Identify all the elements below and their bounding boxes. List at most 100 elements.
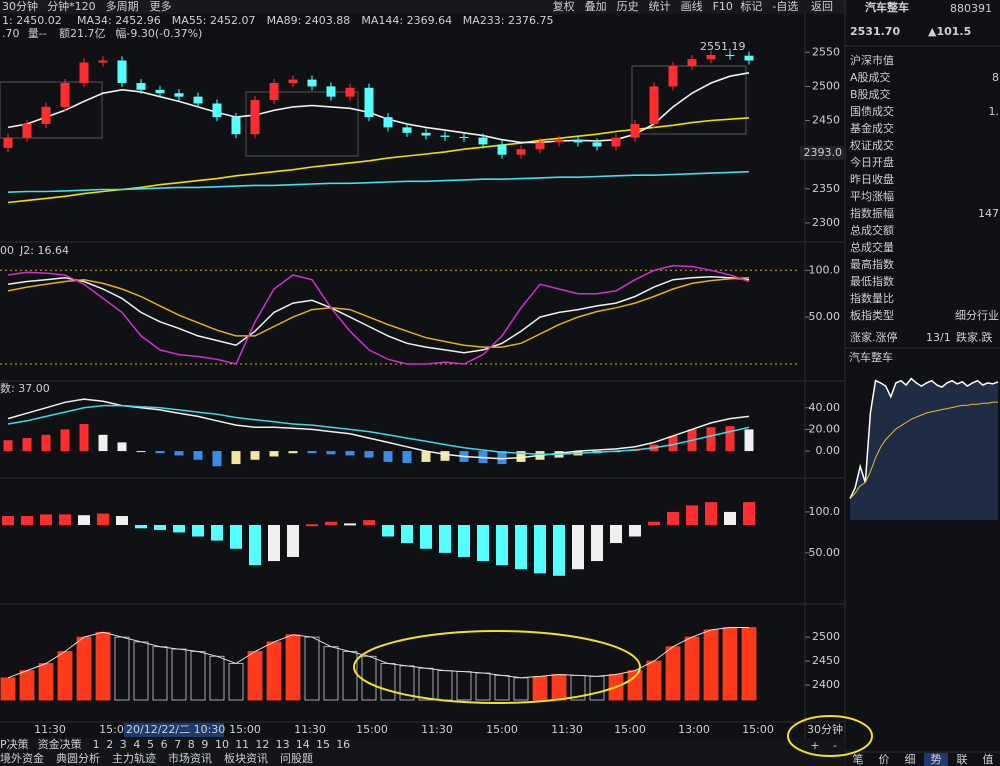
bar bbox=[610, 525, 622, 544]
macd-bar bbox=[269, 451, 279, 457]
tab[interactable]: 16 bbox=[336, 738, 350, 751]
candle-body bbox=[478, 137, 488, 145]
toolbar-button[interactable]: 历史 bbox=[617, 0, 639, 13]
candle-body bbox=[41, 106, 51, 124]
tab[interactable]: 资金决策 bbox=[38, 737, 82, 751]
bar bbox=[684, 636, 700, 701]
tab[interactable]: 7 bbox=[174, 738, 181, 751]
toolbar-button[interactable]: -自选 bbox=[772, 0, 798, 13]
panel-label: 权证成交 bbox=[850, 138, 894, 152]
tab[interactable]: 8 bbox=[188, 738, 195, 751]
bar bbox=[285, 634, 301, 701]
tab[interactable]: 6 bbox=[161, 738, 168, 751]
bar bbox=[154, 525, 166, 530]
candle-body bbox=[307, 79, 317, 87]
tab[interactable]: P决策 bbox=[0, 737, 29, 751]
candle-body bbox=[402, 127, 412, 133]
candle-body bbox=[459, 136, 469, 138]
panel-tab[interactable]: 价 bbox=[879, 753, 890, 766]
indicator-line bbox=[7, 404, 750, 456]
indicator-line bbox=[7, 170, 750, 193]
tab[interactable]: 1 bbox=[93, 738, 100, 751]
toolbar-button[interactable]: 画线 bbox=[681, 0, 703, 13]
mini-price-line bbox=[849, 377, 999, 499]
macd-bar bbox=[136, 451, 146, 453]
tab[interactable]: 5 bbox=[147, 738, 154, 751]
high-label: 2551.19 bbox=[700, 40, 746, 53]
candle-body bbox=[231, 117, 241, 135]
y-tick-label: 2300 bbox=[812, 216, 840, 229]
macd-bar bbox=[383, 451, 393, 462]
indicator-line bbox=[7, 72, 750, 144]
tab[interactable]: 3 bbox=[120, 738, 127, 751]
bar bbox=[249, 525, 261, 566]
panel-tab[interactable]: 细 bbox=[905, 753, 916, 766]
toolbar-item[interactable]: 分钟*120 bbox=[47, 0, 95, 13]
tab[interactable]: 境外资金 bbox=[0, 751, 44, 765]
indicator-line bbox=[7, 277, 750, 348]
panel-tab[interactable]: 联 bbox=[957, 753, 968, 766]
zoom-button[interactable]: + bbox=[810, 739, 819, 752]
y-tick-label: 2350 bbox=[812, 182, 840, 195]
y-tick-label: 50.00 bbox=[809, 546, 841, 559]
toolbar-button[interactable]: 返回 bbox=[811, 0, 833, 13]
tab[interactable]: 12 bbox=[255, 738, 269, 751]
period-button[interactable]: 30分钟 bbox=[807, 722, 843, 736]
toolbar-button[interactable]: F10 bbox=[713, 0, 733, 13]
toolbar-item[interactable]: 30分钟 bbox=[2, 0, 38, 13]
tab[interactable]: 4 bbox=[133, 738, 140, 751]
toolbar-button[interactable]: 统计 bbox=[649, 0, 671, 13]
bar bbox=[266, 641, 282, 701]
candle-body bbox=[3, 137, 13, 148]
candle-body bbox=[706, 55, 716, 60]
bar bbox=[401, 525, 413, 544]
panel-label: 板指类型 bbox=[850, 308, 894, 322]
tab[interactable]: 2 bbox=[106, 738, 113, 751]
macd-bar bbox=[98, 434, 108, 452]
toolbar-button[interactable]: 复权 bbox=[553, 0, 575, 13]
candle-body bbox=[611, 137, 621, 147]
tab[interactable]: 主力轨迹 bbox=[112, 751, 156, 765]
ma-legend: MA89: 2403.88 bbox=[267, 14, 351, 27]
panel-tab[interactable]: 值 bbox=[983, 753, 994, 766]
macd-bar bbox=[725, 426, 735, 452]
bar bbox=[646, 660, 662, 701]
candle-body bbox=[744, 55, 754, 61]
tab[interactable]: 问股题 bbox=[280, 752, 313, 765]
bar bbox=[686, 505, 698, 525]
panel-value: 8 bbox=[992, 71, 999, 84]
y-tick-label: 2450 bbox=[812, 654, 840, 667]
tab[interactable]: 市场资讯 bbox=[168, 751, 212, 765]
panel-tab[interactable]: 笔 bbox=[853, 752, 864, 766]
tab[interactable]: 9 bbox=[201, 738, 208, 751]
toolbar-item[interactable]: 更多 bbox=[150, 0, 172, 13]
tab[interactable]: 15 bbox=[316, 738, 330, 751]
candle-body bbox=[687, 59, 697, 66]
toolbar-button[interactable]: 叠加 bbox=[585, 0, 607, 13]
candle-body bbox=[79, 62, 89, 84]
bar bbox=[287, 525, 299, 557]
mini-title: 汽车整车 bbox=[849, 350, 893, 364]
y-tick-label: 100.0 bbox=[809, 263, 841, 276]
highlight-ellipse bbox=[787, 715, 873, 757]
toolbar-item[interactable]: 多周期 bbox=[106, 0, 139, 13]
tab[interactable]: 13 bbox=[276, 738, 290, 751]
candle-body bbox=[155, 89, 165, 94]
bar bbox=[553, 525, 565, 576]
macd-bar bbox=[193, 451, 203, 460]
macd-bar bbox=[174, 451, 184, 456]
candle-body bbox=[288, 79, 298, 84]
tab[interactable]: 典圆分析 bbox=[56, 751, 100, 765]
tab[interactable]: 14 bbox=[296, 738, 310, 751]
x-tick-label: 11:30 bbox=[34, 723, 66, 736]
panel-tab[interactable]: 势 bbox=[931, 753, 942, 766]
tab[interactable]: 11 bbox=[235, 738, 249, 751]
candle-body bbox=[592, 142, 602, 147]
tab[interactable]: 板块资讯 bbox=[224, 751, 268, 765]
bar bbox=[95, 631, 111, 701]
panel-label: 最高指数 bbox=[850, 257, 894, 271]
tab[interactable]: 10 bbox=[215, 738, 229, 751]
zoom-button[interactable]: - bbox=[833, 739, 837, 752]
toolbar-button[interactable]: 标记 bbox=[740, 0, 762, 13]
